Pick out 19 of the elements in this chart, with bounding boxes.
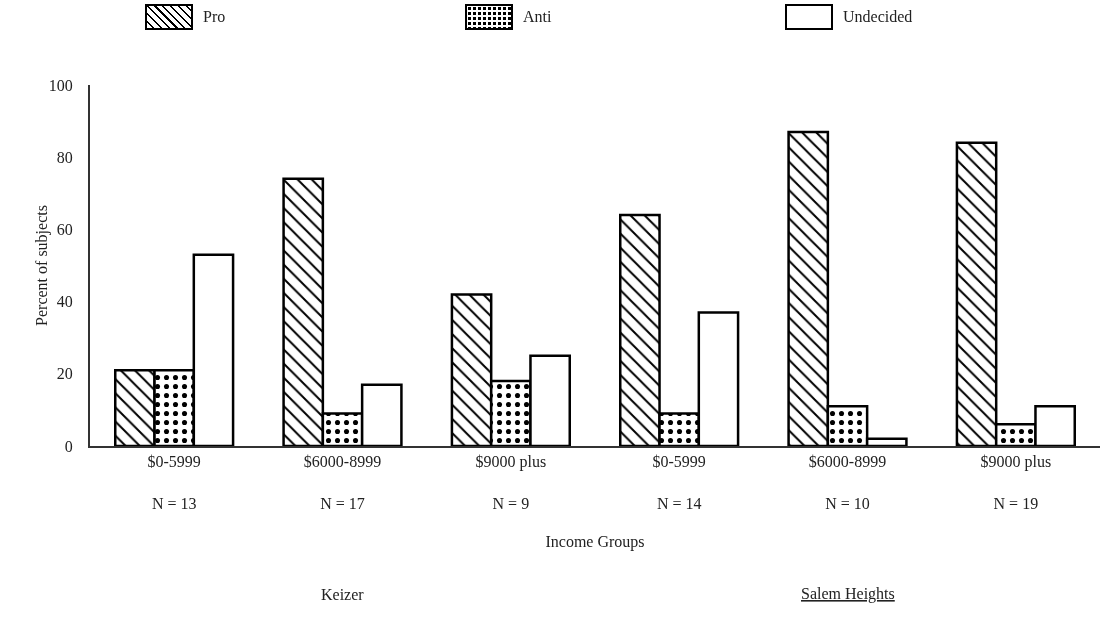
y-tick-label: 20 xyxy=(56,365,73,383)
y-tick-label: 80 xyxy=(56,148,73,166)
category-label: $0-5999 N = 13 xyxy=(147,453,201,512)
legend-label: Undecided xyxy=(843,8,913,26)
y-tick-label: 60 xyxy=(56,221,73,238)
category-label: $6000-8999 N = 10 xyxy=(808,453,887,512)
y-tick-label: 40 xyxy=(56,293,73,311)
y-tick-label: 100 xyxy=(48,76,73,94)
y-tick-label: 0 xyxy=(64,437,73,455)
legend-label: Pro xyxy=(203,8,226,26)
text: Salem Heights xyxy=(801,585,895,603)
x-axis-title: Income Groups xyxy=(545,533,645,551)
text: Keizer xyxy=(321,586,365,603)
category-label: $6000-8999 N = 17 xyxy=(303,453,382,512)
legend-label: Anti xyxy=(523,8,552,26)
category-label: $9000 plus N = 19 xyxy=(980,453,1052,512)
y-axis-title: Percent of subjects xyxy=(33,205,51,326)
category-label: $0-5999 N = 14 xyxy=(652,453,706,512)
category-label: $9000 plus N = 9 xyxy=(475,453,547,512)
